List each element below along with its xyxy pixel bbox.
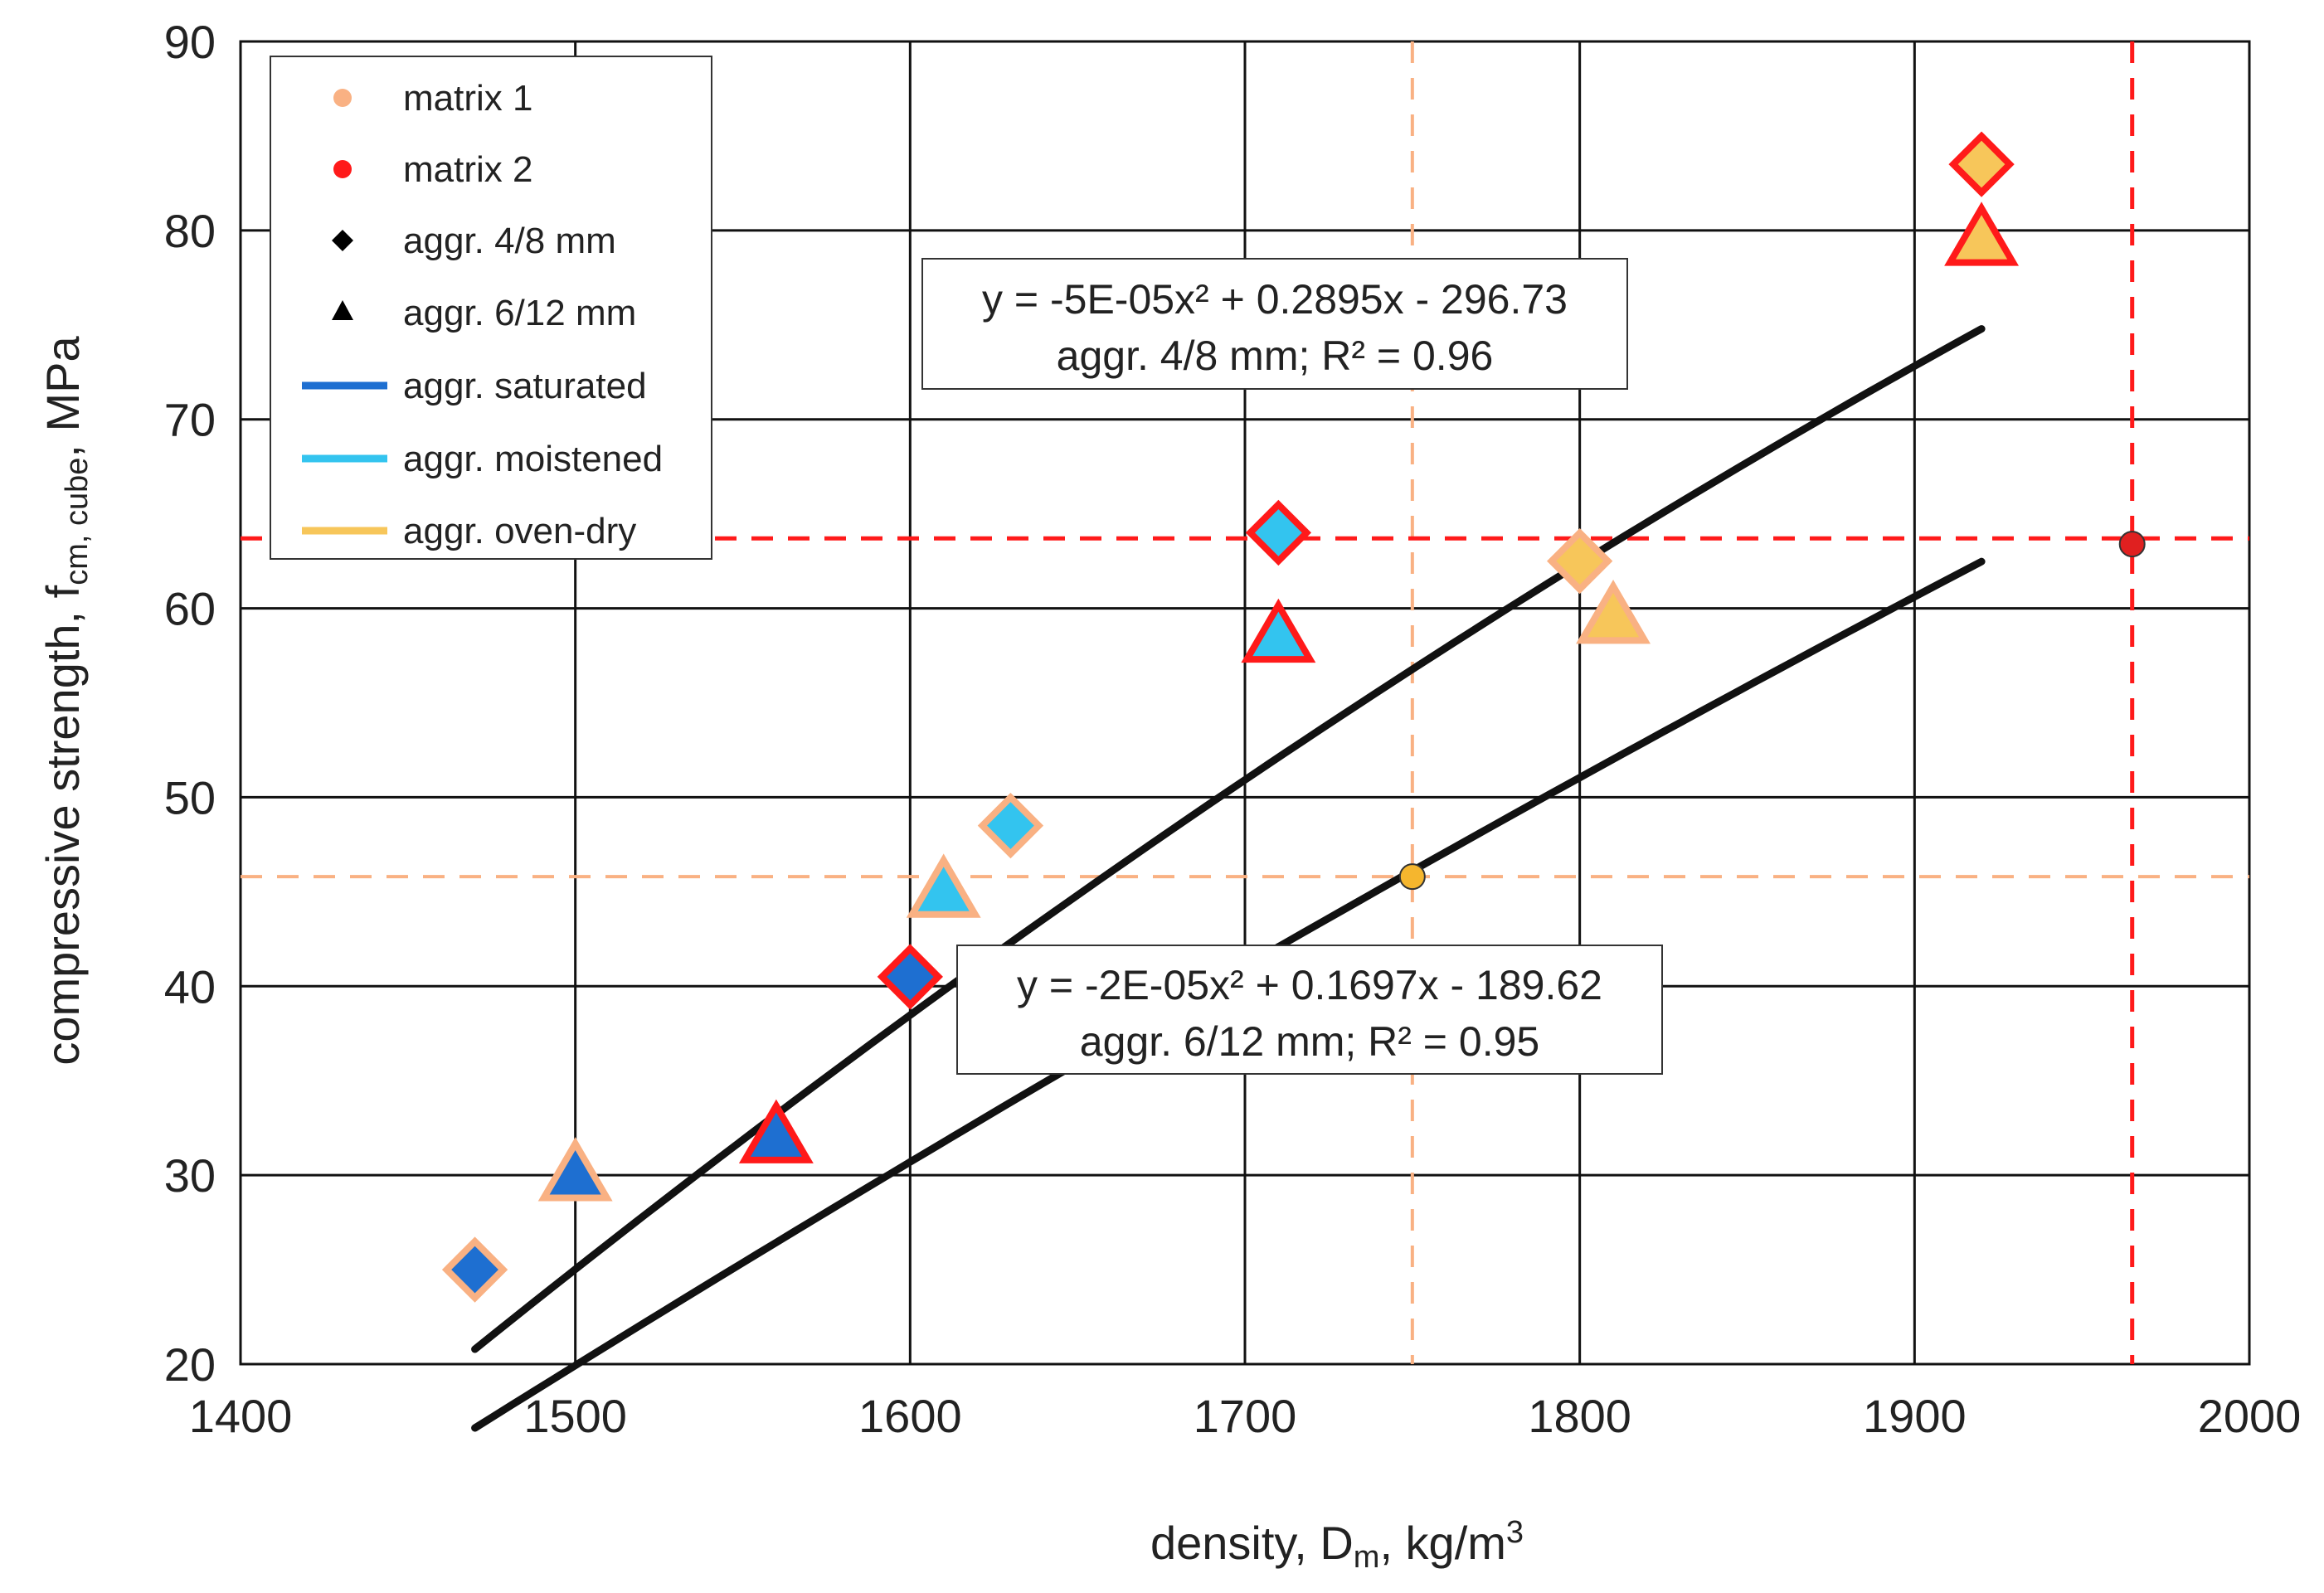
y-axis-title-main: compressive strength, f <box>36 585 89 1065</box>
x-tick-label-2000: 2000 <box>2198 1390 2302 1442</box>
x-axis-title: density, Dm, kg/m3 <box>1150 1515 1524 1575</box>
y-axis-title-unit: , MPa <box>36 335 89 457</box>
data-points <box>441 131 2020 1303</box>
y-axis-title: compressive strength, fcm, cube, MPa <box>36 335 95 1065</box>
fit-curve-4-8 <box>471 325 1986 1353</box>
equation-6-12: y = -2E-05x² + 0.1697x - 189.62 <box>1017 962 1602 1008</box>
equation-4-8: y = -5E-05x² + 0.2895x - 296.73 <box>982 276 1568 323</box>
matrix-point-2 <box>2118 531 2146 558</box>
legend-symbol-matrix-2 <box>333 160 352 178</box>
plot-frame <box>239 40 2251 1366</box>
equation-6-12-r2: aggr. 6/12 mm; R² = 0.95 <box>1080 1018 1539 1065</box>
legend: matrix 1 matrix 2 aggr. 4/8 mm aggr. 6/1… <box>270 56 712 560</box>
x-axis-title-sup: 3 <box>1506 1515 1524 1550</box>
data-point-diamond-5 <box>977 792 1044 859</box>
x-tick-label-1600: 1600 <box>858 1390 962 1442</box>
y-tick-label-40: 40 <box>164 960 216 1013</box>
legend-label-aggr-6-12: aggr. 6/12 mm <box>403 293 636 333</box>
legend-label-matrix-2: matrix 2 <box>403 149 532 190</box>
legend-label-aggr-4-8: aggr. 4/8 mm <box>403 221 616 261</box>
legend-symbol-matrix-1 <box>333 89 352 107</box>
y-tick-label-70: 70 <box>164 394 216 446</box>
legend-symbol-triangle <box>332 300 353 320</box>
x-tick-label-1700: 1700 <box>1194 1390 1297 1442</box>
tick-labels: 1400 1500 1600 1700 1800 1900 2000 20 30 40 50 60 70… <box>164 16 2302 1442</box>
x-tick-label-1900: 1900 <box>1863 1390 1967 1442</box>
y-tick-label-60: 60 <box>164 583 216 635</box>
matrix-point-1 <box>1398 863 1426 891</box>
x-tick-label-1500: 1500 <box>523 1390 627 1442</box>
data-point-triangle-2 <box>738 1099 814 1163</box>
y-tick-label-90: 90 <box>164 16 216 68</box>
x-tick-label-1800: 1800 <box>1528 1390 1631 1442</box>
data-point-diamond-0 <box>441 1236 508 1303</box>
equation-box-6-12: y = -2E-05x² + 0.1697x - 189.62 aggr. 6/… <box>956 945 1663 1075</box>
legend-symbol-diamond <box>332 230 353 251</box>
equation-box-4-8-frame <box>921 258 1628 390</box>
legend-label-oven-dry: aggr. oven-dry <box>403 511 636 551</box>
y-tick-label-30: 30 <box>164 1149 216 1202</box>
y-tick-label-20: 20 <box>164 1338 216 1391</box>
y-tick-label-80: 80 <box>164 205 216 257</box>
data-point-diamond-3 <box>877 944 943 1010</box>
data-point-diamond-10 <box>1948 131 2015 197</box>
data-point-triangle-9 <box>1576 580 1651 644</box>
matrix-points <box>1398 531 2146 891</box>
y-axis-title-sub: cm, cube <box>60 458 95 585</box>
x-axis-title-sub: m <box>1354 1540 1380 1575</box>
x-tick-label-1400: 1400 <box>189 1390 293 1442</box>
y-tick-label-50: 50 <box>164 771 216 823</box>
data-point-diamond-8 <box>1547 527 1613 595</box>
equation-box-4-8: y = -5E-05x² + 0.2895x - 296.73 aggr. 4/… <box>921 258 1628 390</box>
equation-box-6-12-frame <box>956 945 1663 1075</box>
data-point-triangle-4 <box>906 853 981 918</box>
data-point-diamond-6 <box>1245 499 1312 566</box>
equation-4-8-r2: aggr. 4/8 mm; R² = 0.96 <box>1057 333 1494 379</box>
data-point-triangle-11 <box>1944 202 2020 266</box>
data-point-triangle-1 <box>537 1137 613 1202</box>
x-axis-title-unit: , kg/m <box>1379 1517 1505 1569</box>
data-point-triangle-7 <box>1241 598 1316 663</box>
x-axis-title-main: density, D <box>1150 1517 1354 1569</box>
legend-label-saturated: aggr. saturated <box>403 366 647 406</box>
legend-label-moistened: aggr. moistened <box>403 439 663 479</box>
legend-label-matrix-1: matrix 1 <box>403 78 532 119</box>
